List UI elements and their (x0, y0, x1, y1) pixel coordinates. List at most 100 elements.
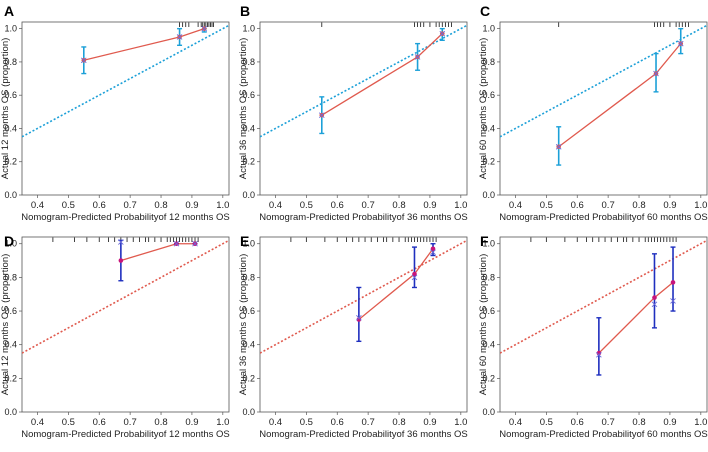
x-tick-label: 1.0 (694, 417, 707, 428)
calibration-line (120, 243, 196, 262)
y-tick-label: 0.0 (242, 407, 255, 417)
ideal-line (22, 24, 229, 138)
x-tick-label: 0.8 (154, 200, 167, 211)
x-tick-label: 0.7 (124, 417, 137, 428)
x-tick-label: 0.7 (362, 417, 375, 428)
estimate-marker (173, 240, 180, 247)
x-tick-label: 0.9 (423, 200, 436, 211)
panel-label: A (4, 3, 14, 19)
x-axis-label: Nomogram-Predicted Probabilityof 60 mont… (499, 429, 708, 440)
x-tick-label: 0.4 (269, 417, 282, 428)
estimate-marker (414, 54, 421, 60)
panel-f: 0.4 0.5 0.6 0.7 0.8 0.9 1.00.00.20.40.60.81.0N… (478, 233, 708, 440)
y-axis-label: Actual 36 months OS (proportion) (238, 38, 249, 180)
y-tick-label: 0.4 (4, 123, 17, 133)
panel-label: E (240, 233, 249, 249)
calibration-line (321, 33, 443, 116)
y-tick-label: 1.0 (242, 24, 255, 34)
x-tick-label: 0.6 (93, 417, 106, 428)
x-tick-label: 0.6 (571, 200, 584, 211)
data-point (430, 246, 436, 252)
y-axis-label: Actual 60 months OS (proportion) (478, 38, 489, 180)
y-tick-label: 0.8 (482, 57, 495, 67)
y-tick-label: 0.4 (482, 123, 495, 133)
data-point (412, 271, 417, 277)
plot-frame (259, 21, 468, 196)
x-tick-label: 1.0 (216, 417, 229, 428)
calibration-line (83, 28, 205, 61)
x-tick-label: 0.4 (269, 200, 282, 211)
y-tick-label: 0.2 (242, 373, 255, 383)
panel-a: 0.4 0.5 0.6 0.7 0.8 0.9 1.00.00.20.40.60.81.0N… (0, 3, 230, 223)
x-tick-label: 0.8 (632, 417, 645, 428)
y-tick-label: 0.0 (4, 190, 17, 200)
y-axis-label: Actual 12 months OS (proportion) (0, 38, 11, 180)
calibration-line (558, 43, 682, 148)
y-tick-label: 0.6 (4, 306, 17, 316)
panel-label: C (480, 3, 490, 19)
estimate-marker (201, 25, 208, 32)
estimate-marker (118, 239, 124, 245)
y-tick-label: 0.8 (4, 272, 17, 282)
y-tick-label: 0.2 (4, 157, 17, 167)
y-tick-label: 0.4 (242, 123, 255, 133)
plot-frame (259, 236, 468, 413)
y-tick-label: 1.0 (482, 24, 495, 34)
y-tick-label: 1.0 (4, 24, 17, 34)
estimate-marker (653, 70, 659, 77)
x-tick-label: 0.7 (602, 417, 615, 428)
x-tick-label: 1.0 (454, 200, 467, 211)
data-point (118, 258, 124, 263)
x-tick-label: 0.5 (540, 200, 553, 211)
plot-frame (499, 236, 708, 413)
y-tick-label: 0.0 (4, 407, 17, 417)
panel-label: D (4, 233, 14, 249)
x-axis-label: Nomogram-Predicted Probabilityof 12 mont… (21, 429, 230, 440)
y-tick-label: 0.0 (482, 190, 495, 200)
plot-frame (21, 21, 230, 196)
x-tick-label: 0.8 (392, 417, 405, 428)
x-tick-label: 0.8 (632, 200, 645, 211)
x-tick-label: 1.0 (694, 200, 707, 211)
y-axis-label: Actual 12 months OS (proportion) (0, 254, 11, 396)
y-tick-label: 0.6 (482, 90, 495, 100)
y-tick-label: 0.0 (242, 190, 255, 200)
estimate-marker (430, 249, 436, 255)
x-tick-label: 0.4 (31, 200, 44, 211)
y-tick-label: 0.8 (242, 57, 255, 67)
estimate-marker (176, 34, 183, 40)
estimate-marker (670, 298, 676, 304)
x-tick-label: 0.6 (93, 200, 106, 211)
panel-label: F (480, 233, 489, 249)
x-axis-label: Nomogram-Predicted Probabilityof 36 mont… (259, 212, 468, 223)
plot-frame (499, 21, 708, 196)
y-tick-label: 0.4 (4, 340, 17, 350)
ideal-line (500, 239, 707, 354)
calibration-line (358, 248, 434, 320)
x-tick-label: 0.9 (423, 417, 436, 428)
y-tick-label: 1.0 (4, 239, 17, 249)
y-tick-label: 0.2 (4, 373, 17, 383)
panel-c: 0.4 0.5 0.6 0.7 0.8 0.9 1.00.00.20.40.60.81.0N… (478, 3, 708, 223)
plot-frame (21, 236, 230, 413)
y-tick-label: 0.8 (4, 57, 17, 67)
x-tick-label: 0.7 (602, 200, 615, 211)
estimate-marker (192, 240, 198, 247)
estimate-marker (677, 40, 684, 47)
ideal-line (260, 239, 467, 354)
x-tick-label: 0.9 (663, 200, 676, 211)
y-tick-label: 0.8 (242, 272, 255, 282)
x-tick-label: 0.4 (509, 417, 522, 428)
y-tick-label: 0.2 (482, 157, 495, 167)
x-tick-label: 0.5 (62, 200, 75, 211)
x-axis-label: Nomogram-Predicted Probabilityof 12 mont… (21, 212, 230, 223)
data-point (670, 280, 676, 285)
estimate-marker (596, 351, 602, 358)
x-tick-label: 0.5 (540, 417, 553, 428)
panel-e: 0.4 0.5 0.6 0.7 0.8 0.9 1.00.00.20.40.60.81.0N… (238, 233, 468, 440)
data-point (652, 295, 657, 300)
estimate-marker (651, 301, 658, 308)
estimate-marker (555, 143, 562, 150)
estimate-marker (411, 274, 418, 281)
